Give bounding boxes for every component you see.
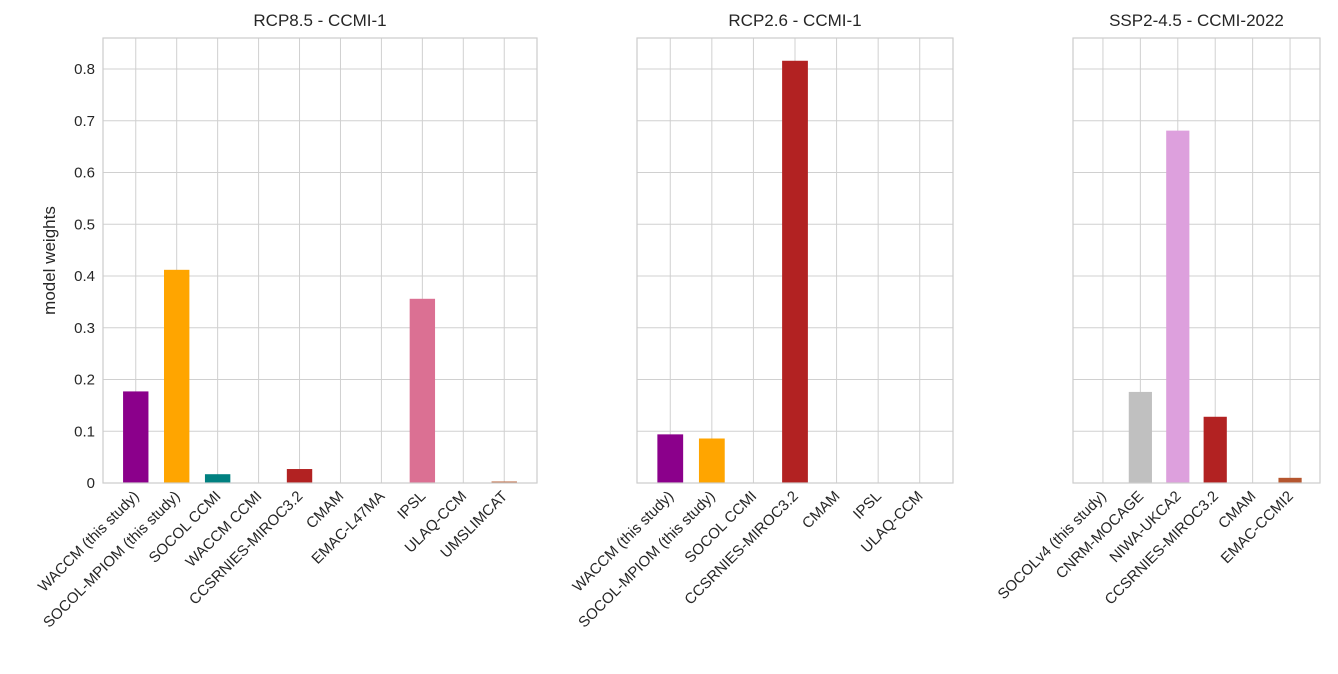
y-tick-label: 0.8 xyxy=(74,61,95,78)
bar xyxy=(164,269,190,483)
x-tick-label: IPSL xyxy=(850,488,885,523)
bar xyxy=(204,474,231,483)
y-tick-label: 0 xyxy=(87,475,95,492)
bar xyxy=(698,438,725,483)
chart-title: RCP2.6 - CCMI-1 xyxy=(728,11,861,30)
y-tick-label: 0.3 xyxy=(74,320,95,337)
y-axis-label: model weights xyxy=(40,206,59,315)
bar xyxy=(657,434,684,483)
y-tick-label: 0.4 xyxy=(74,268,95,285)
x-tick-label: SOCOL CCMI xyxy=(681,488,760,567)
y-tick-label: 0.7 xyxy=(74,113,95,130)
x-tick-label: CMAM xyxy=(799,488,843,532)
bar xyxy=(123,391,149,483)
chart-title: RCP8.5 - CCMI-1 xyxy=(253,11,386,30)
bar xyxy=(1278,477,1302,483)
y-tick-label: 0.5 xyxy=(74,216,95,233)
plot-frame xyxy=(636,37,954,484)
bar xyxy=(1166,130,1190,484)
bar xyxy=(409,298,436,483)
y-tick-label: 0.6 xyxy=(74,165,95,182)
y-tick-label: 0.2 xyxy=(74,372,95,389)
bar xyxy=(782,60,808,483)
chart-title: SSP2-4.5 - CCMI-2022 xyxy=(1109,11,1284,30)
bar xyxy=(1128,391,1152,483)
x-tick-label: IPSL xyxy=(394,488,429,523)
plot-frame xyxy=(102,37,538,484)
bar xyxy=(286,469,313,483)
plot-frame xyxy=(1072,37,1321,484)
y-tick-label: 0.1 xyxy=(74,423,95,440)
x-tick-label: EMAC-L47MA xyxy=(308,488,388,568)
bar xyxy=(1203,416,1227,483)
bar xyxy=(491,481,517,483)
